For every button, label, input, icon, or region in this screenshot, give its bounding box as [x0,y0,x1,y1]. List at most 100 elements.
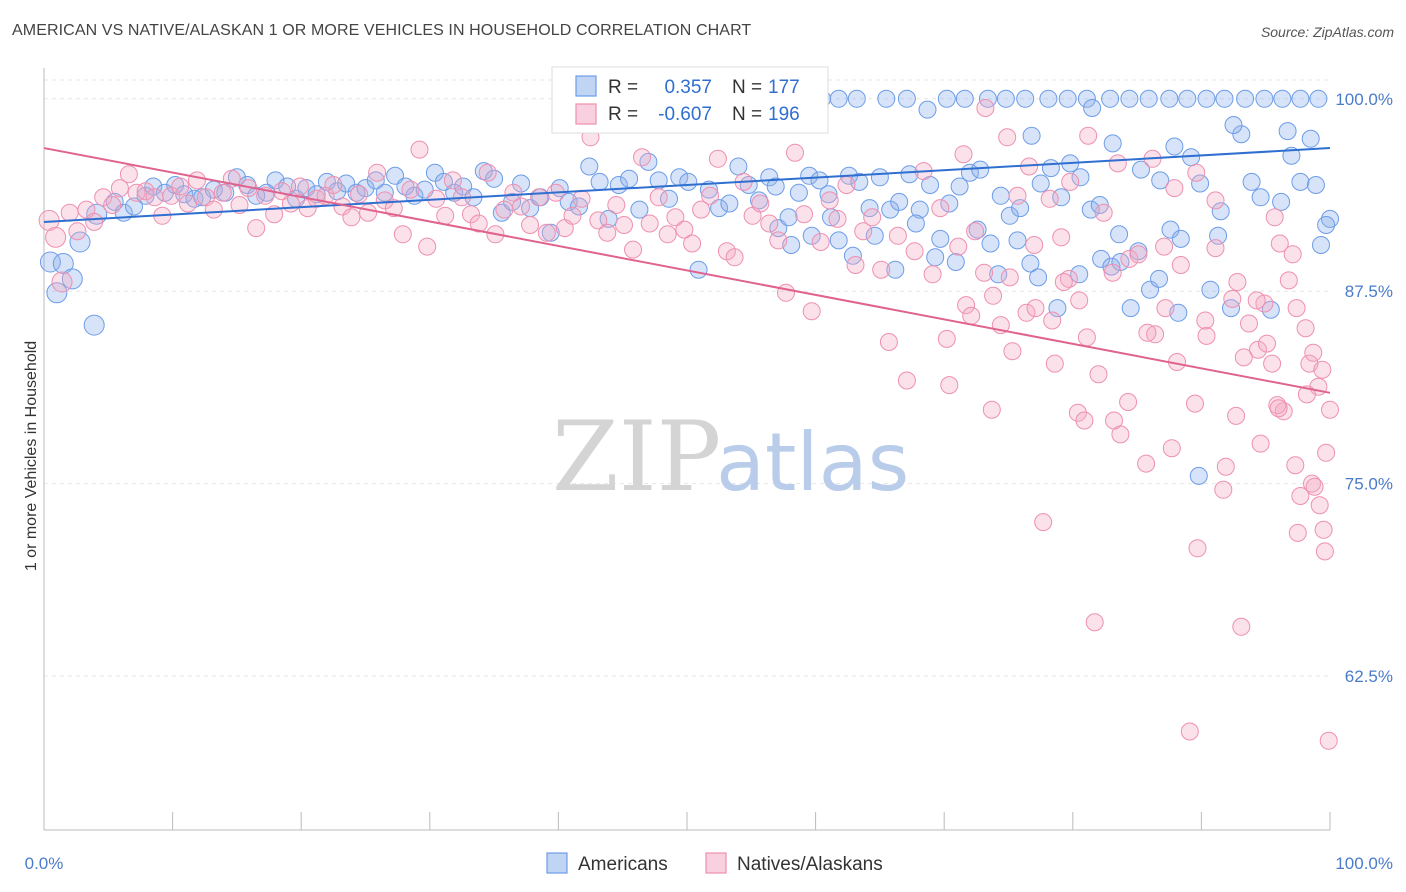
natives-point-130 [1146,325,1165,344]
americans-point-152 [1255,89,1274,108]
americans-point-9 [125,197,143,216]
natives-point-76 [683,234,702,253]
natives-point-153 [1263,354,1282,373]
natives-point-173 [1319,731,1338,750]
americans-point-106 [1092,249,1111,268]
natives-point-38 [359,203,378,222]
natives-point-141 [1240,314,1258,333]
americans-point-86 [890,192,909,211]
legend-label-natives: Natives/Alaskans [737,854,883,875]
americans-point-185 [1189,466,1208,485]
natives-point-50 [462,205,480,224]
natives-point-79 [708,149,727,168]
natives-point-69 [624,240,642,259]
americans-point-163 [1317,216,1336,234]
natives-point-100 [888,226,907,245]
americans-point-160 [1224,116,1243,134]
natives-point-39 [368,163,387,182]
natives-point-21 [213,183,232,202]
natives-point-16 [171,177,190,196]
natives-point-41 [384,199,403,218]
natives-point-88 [786,143,804,162]
americans-point-144 [1101,89,1120,108]
natives-point-136 [1197,326,1216,345]
natives-point-75 [675,220,694,239]
y-tick-labels: 100.0% 87.5% 75.0% 62.5% [1335,90,1393,686]
natives-point-17 [179,194,197,213]
natives-point-85 [760,214,779,233]
americans-point-1 [46,282,68,304]
natives-point-197 [1315,542,1334,561]
natives-point-180 [1070,291,1089,310]
natives-point-98 [872,260,891,279]
natives-point-13 [145,188,164,207]
natives-point-160 [1079,126,1098,145]
natives-point-47 [436,206,455,225]
natives-point-178 [1040,189,1059,208]
natives-point-71 [640,214,659,233]
trend-lines [43,147,1331,394]
americans-point-135 [918,100,937,119]
americans-point-67 [699,180,718,199]
americans-point-172 [926,248,945,267]
americans-point-150 [1215,89,1234,108]
americans-point-66 [689,260,708,279]
natives-point-121 [1068,403,1087,422]
americans-point-61 [639,152,658,171]
natives-point-56 [512,197,531,216]
americans-point-179 [1070,265,1089,284]
natives-point-4 [68,222,87,241]
stats-r-label-natives: R = [608,104,638,125]
y-axis-label: 1 or more Vehicles in Household [23,341,40,571]
natives-point-11 [127,183,146,202]
natives-point-104 [923,265,942,284]
americans-point-122 [1251,188,1270,207]
americans-point-145 [1120,89,1139,108]
natives-point-87 [777,283,795,302]
americans-point-153 [1273,89,1292,108]
americans-point-134 [897,89,916,108]
americans-point-102 [1052,188,1071,207]
natives-point-155 [1279,271,1298,290]
natives-point-132 [1162,439,1181,458]
americans-point-110 [1132,160,1150,179]
natives-point-65 [589,211,608,230]
americans-point-73 [760,168,779,187]
stats-r-value-americans: 0.357 [664,77,712,98]
americans-point-91 [940,194,959,213]
natives-point-164 [1187,163,1206,182]
natives-point-147 [1291,487,1310,505]
americans-point-55 [580,157,599,176]
natives-point-167 [1247,291,1266,310]
natives-point-137 [1206,239,1225,258]
natives-point-176 [998,128,1017,147]
americans-point-164 [766,177,785,196]
stats-swatch-americans [575,75,597,97]
natives-point-172 [1314,520,1333,539]
americans-point-155 [1309,89,1328,108]
natives-point-200 [984,286,1003,305]
natives-point-156 [1287,299,1306,318]
americans-point-120 [1232,125,1251,144]
americans-point-131 [829,89,848,108]
stats-r-label-americans: R = [608,77,638,98]
americans-point-94 [971,160,990,179]
y-tick-label-0: 100.0% [1335,90,1393,109]
natives-point-102 [905,242,924,261]
natives-point-143 [1258,334,1276,353]
americans-point-126 [1291,172,1310,191]
natives-point-175 [976,99,995,117]
natives-point-192 [1251,434,1270,453]
x-tick-label-end: 100.0% [1335,854,1393,873]
natives-point-185 [1156,299,1175,318]
natives-point-140 [1232,617,1251,636]
stats-n-value-americans: 177 [768,77,800,98]
americans-point-124 [1272,192,1291,211]
natives-point-184 [1138,323,1157,342]
stats-swatch-natives [575,103,597,125]
natives-point-43 [401,180,420,199]
natives-point-99 [879,333,898,351]
americans-point-136 [937,89,956,108]
americans-point-177 [1029,268,1048,287]
natives-point-150 [1317,443,1336,462]
